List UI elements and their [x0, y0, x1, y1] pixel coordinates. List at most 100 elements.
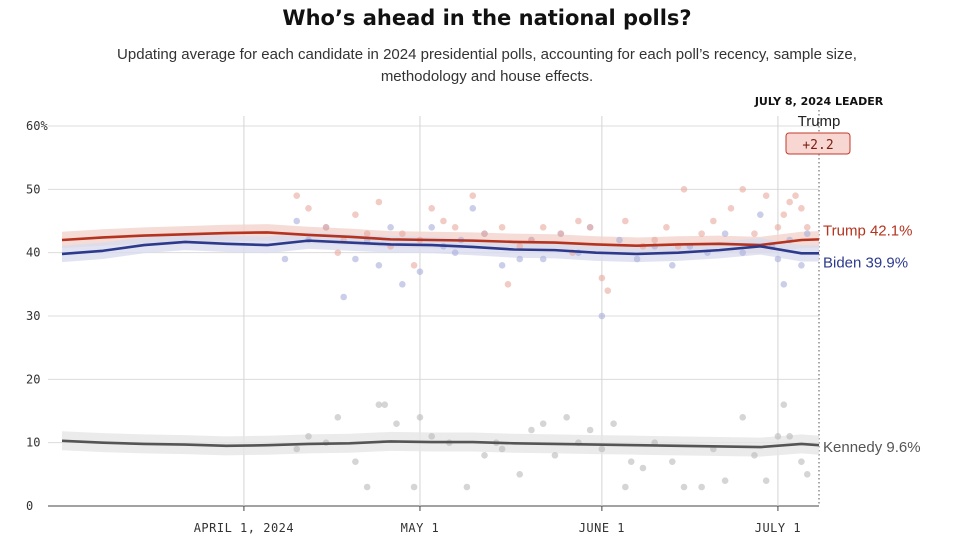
biden-poll-dot: [774, 255, 782, 263]
y-tick-label: 30: [26, 309, 40, 323]
trump-poll-dot: [305, 205, 312, 212]
average-lines: [61, 231, 820, 449]
kennedy-poll-dot: [680, 483, 688, 491]
x-tick-label: APRIL 1, 2024: [194, 521, 294, 535]
kennedy-poll-dot: [498, 445, 506, 453]
trump-poll-dot: [399, 230, 406, 237]
biden-poll-dot: [668, 262, 676, 269]
kennedy-poll-dot: [334, 414, 342, 421]
trump-poll-dot: [622, 217, 629, 225]
kennedy-confidence-band: [62, 431, 819, 457]
trump-poll-dot: [604, 287, 612, 294]
biden-poll-dot: [293, 217, 301, 225]
kennedy-poll-dot: [381, 401, 389, 408]
axis-labels: 0 10 20 30 40 50 60% APRIL 1, 2024 MAY 1 JUNE 1 JU…: [26, 119, 801, 535]
kennedy-poll-dot: [739, 414, 747, 421]
kennedy-poll-dot: [416, 414, 424, 421]
trump-poll-dot: [504, 281, 512, 288]
kennedy-poll-dot: [428, 433, 435, 440]
kennedy-poll-dot: [721, 477, 729, 484]
y-tick-label: 40: [26, 246, 40, 260]
y-tick-label: 50: [26, 182, 40, 196]
kennedy-poll-dot: [803, 471, 811, 478]
biden-poll-dot: [281, 255, 289, 263]
confidence-bands: [62, 224, 819, 457]
poll-dots: [281, 186, 811, 491]
kennedy-poll-dot: [668, 458, 676, 465]
trump-poll-dot: [803, 224, 811, 231]
trump-poll-dot: [780, 211, 788, 218]
y-tick-label: 20: [26, 372, 40, 386]
trump-poll-dot: [663, 224, 670, 231]
biden-poll-dot: [721, 230, 729, 237]
x-tick-label: JUNE 1: [579, 521, 625, 535]
kennedy-poll-dot: [293, 445, 301, 453]
kennedy-poll-dot: [375, 401, 383, 408]
kennedy-poll-dot: [305, 433, 312, 440]
trump-poll-dot: [557, 230, 565, 237]
kennedy-poll-dot: [563, 414, 570, 421]
trump-average-line: [61, 231, 820, 247]
trump-poll-dot: [586, 224, 594, 231]
biden-poll-dot: [616, 236, 623, 244]
kennedy-poll-dot: [598, 445, 606, 453]
trump-end-label: Trump 42.1%: [823, 222, 912, 239]
trump-poll-dot: [751, 230, 758, 237]
trump-poll-dot: [410, 262, 418, 269]
biden-poll-dot: [469, 205, 477, 212]
biden-poll-dot: [803, 230, 811, 237]
trump-poll-dot: [428, 205, 435, 212]
trump-poll-dot: [727, 205, 735, 212]
trump-poll-dot: [539, 224, 547, 231]
biden-end-label: Biden 39.9%: [823, 254, 908, 271]
trump-poll-dot: [334, 249, 342, 256]
biden-poll-dot: [375, 262, 383, 269]
trump-poll-dot: [774, 224, 782, 231]
biden-poll-dot: [352, 255, 359, 263]
trump-poll-dot: [516, 243, 524, 250]
kennedy-poll-dot: [639, 464, 647, 472]
trump-poll-dot: [598, 274, 606, 282]
biden-poll-dot: [416, 268, 424, 275]
trump-poll-dot: [469, 192, 477, 199]
trump-poll-dot: [792, 192, 799, 199]
kennedy-poll-dot: [622, 483, 629, 491]
kennedy-poll-dot: [786, 433, 793, 440]
biden-poll-dot: [633, 255, 641, 263]
trump-poll-dot: [762, 192, 770, 199]
biden-poll-dot: [498, 262, 506, 269]
trump-poll-dot: [786, 198, 793, 206]
kennedy-poll-dot: [393, 420, 400, 427]
biden-poll-dot: [539, 255, 547, 263]
kennedy-poll-dot: [352, 458, 359, 465]
kennedy-poll-dot: [610, 420, 617, 427]
biden-poll-dot: [798, 262, 805, 269]
kennedy-poll-dot: [627, 458, 635, 465]
leader-margin-badge: [785, 132, 851, 155]
leader-name: Trump: [798, 113, 841, 130]
trump-poll-dot: [698, 230, 705, 237]
biden-poll-dot: [428, 224, 435, 231]
kennedy-poll-dot: [751, 452, 758, 459]
kennedy-poll-dot: [762, 477, 770, 484]
end-labels: Trump 42.1% Biden 39.9% Kennedy 9.6%: [823, 222, 921, 456]
trump-poll-dot: [352, 211, 359, 218]
kennedy-poll-dot: [539, 420, 547, 427]
trump-poll-dot: [440, 217, 447, 225]
trump-poll-dot: [322, 224, 330, 231]
trump-poll-dot: [575, 217, 582, 225]
biden-poll-dot: [340, 293, 347, 301]
trump-poll-dot: [481, 230, 488, 237]
leader-annotation: JULY 8, 2024 LEADER Trump +2.2: [754, 95, 884, 155]
kennedy-poll-dot: [774, 433, 782, 440]
trump-poll-dot: [363, 230, 371, 237]
kennedy-poll-dot: [528, 426, 535, 434]
kennedy-average-line: [61, 439, 820, 449]
chart-title: Who’s ahead in the national polls?: [282, 6, 692, 30]
trump-poll-dot: [710, 217, 717, 225]
trump-poll-dot: [651, 236, 658, 244]
kennedy-poll-dot: [410, 483, 418, 491]
chart-subtitle: Updating average for each candidate in 2…: [117, 46, 857, 85]
trump-poll-dot: [798, 205, 805, 212]
